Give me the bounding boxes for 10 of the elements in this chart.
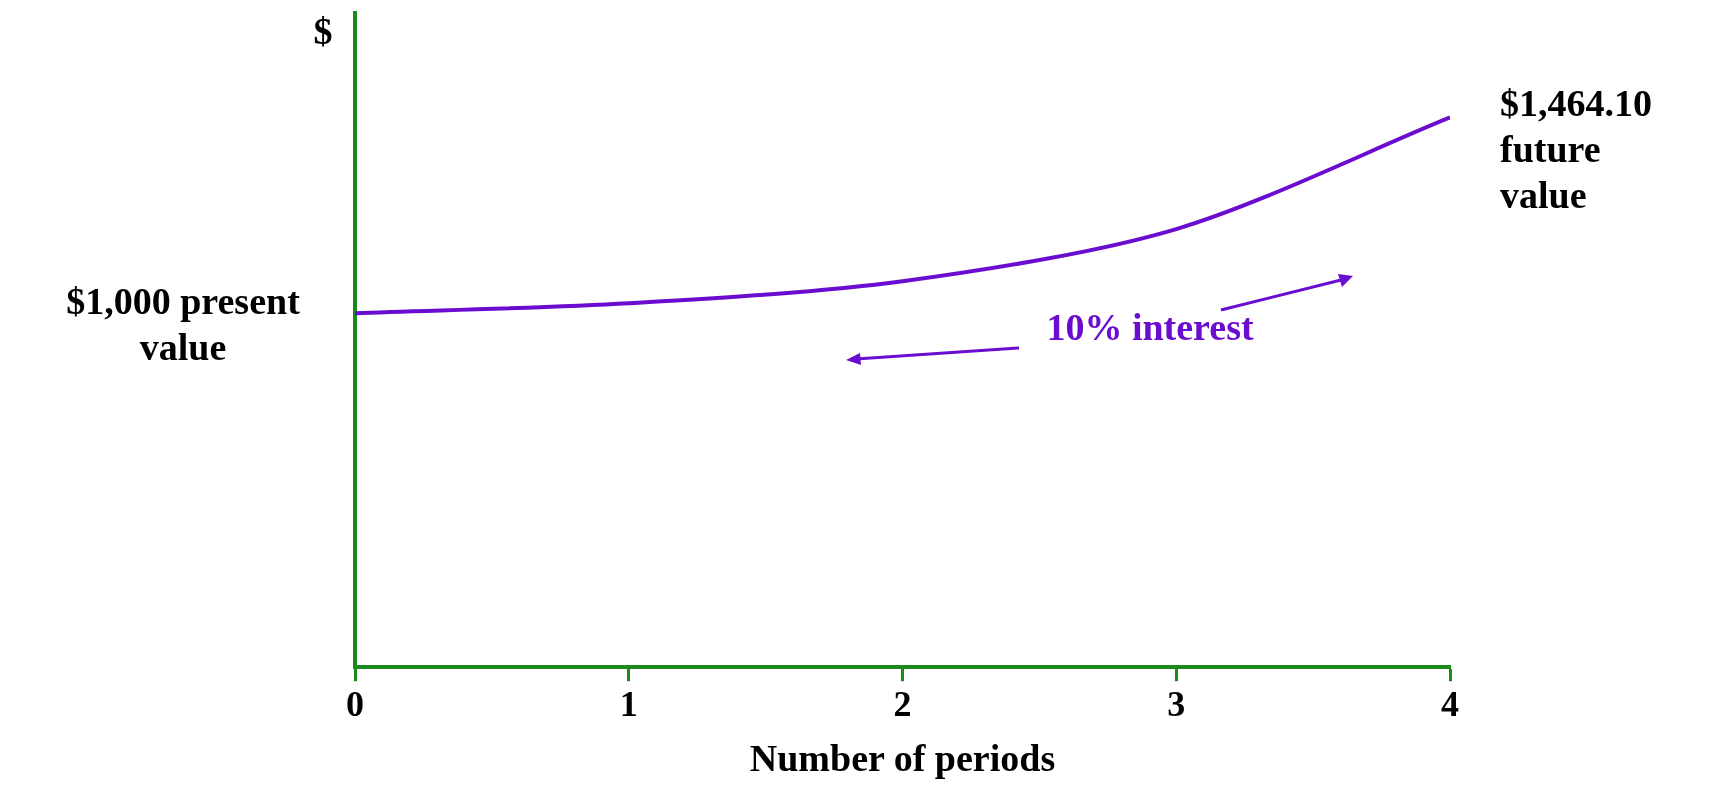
x-tick-label: 2: [893, 684, 912, 725]
annotation: 10% interest: [1046, 305, 1254, 348]
x-axis-title: Number of periods: [749, 737, 1056, 780]
x-tick-label: 4: [1441, 684, 1459, 725]
x-tick-label: 0: [346, 684, 364, 725]
annotation: $1,000 present value: [66, 279, 301, 368]
x-tick-label: 1: [619, 684, 638, 725]
y-axis-title: $: [313, 9, 333, 52]
annotation: $1,464.10 future value: [1500, 82, 1652, 217]
x-tick-label: 3: [1167, 684, 1186, 725]
